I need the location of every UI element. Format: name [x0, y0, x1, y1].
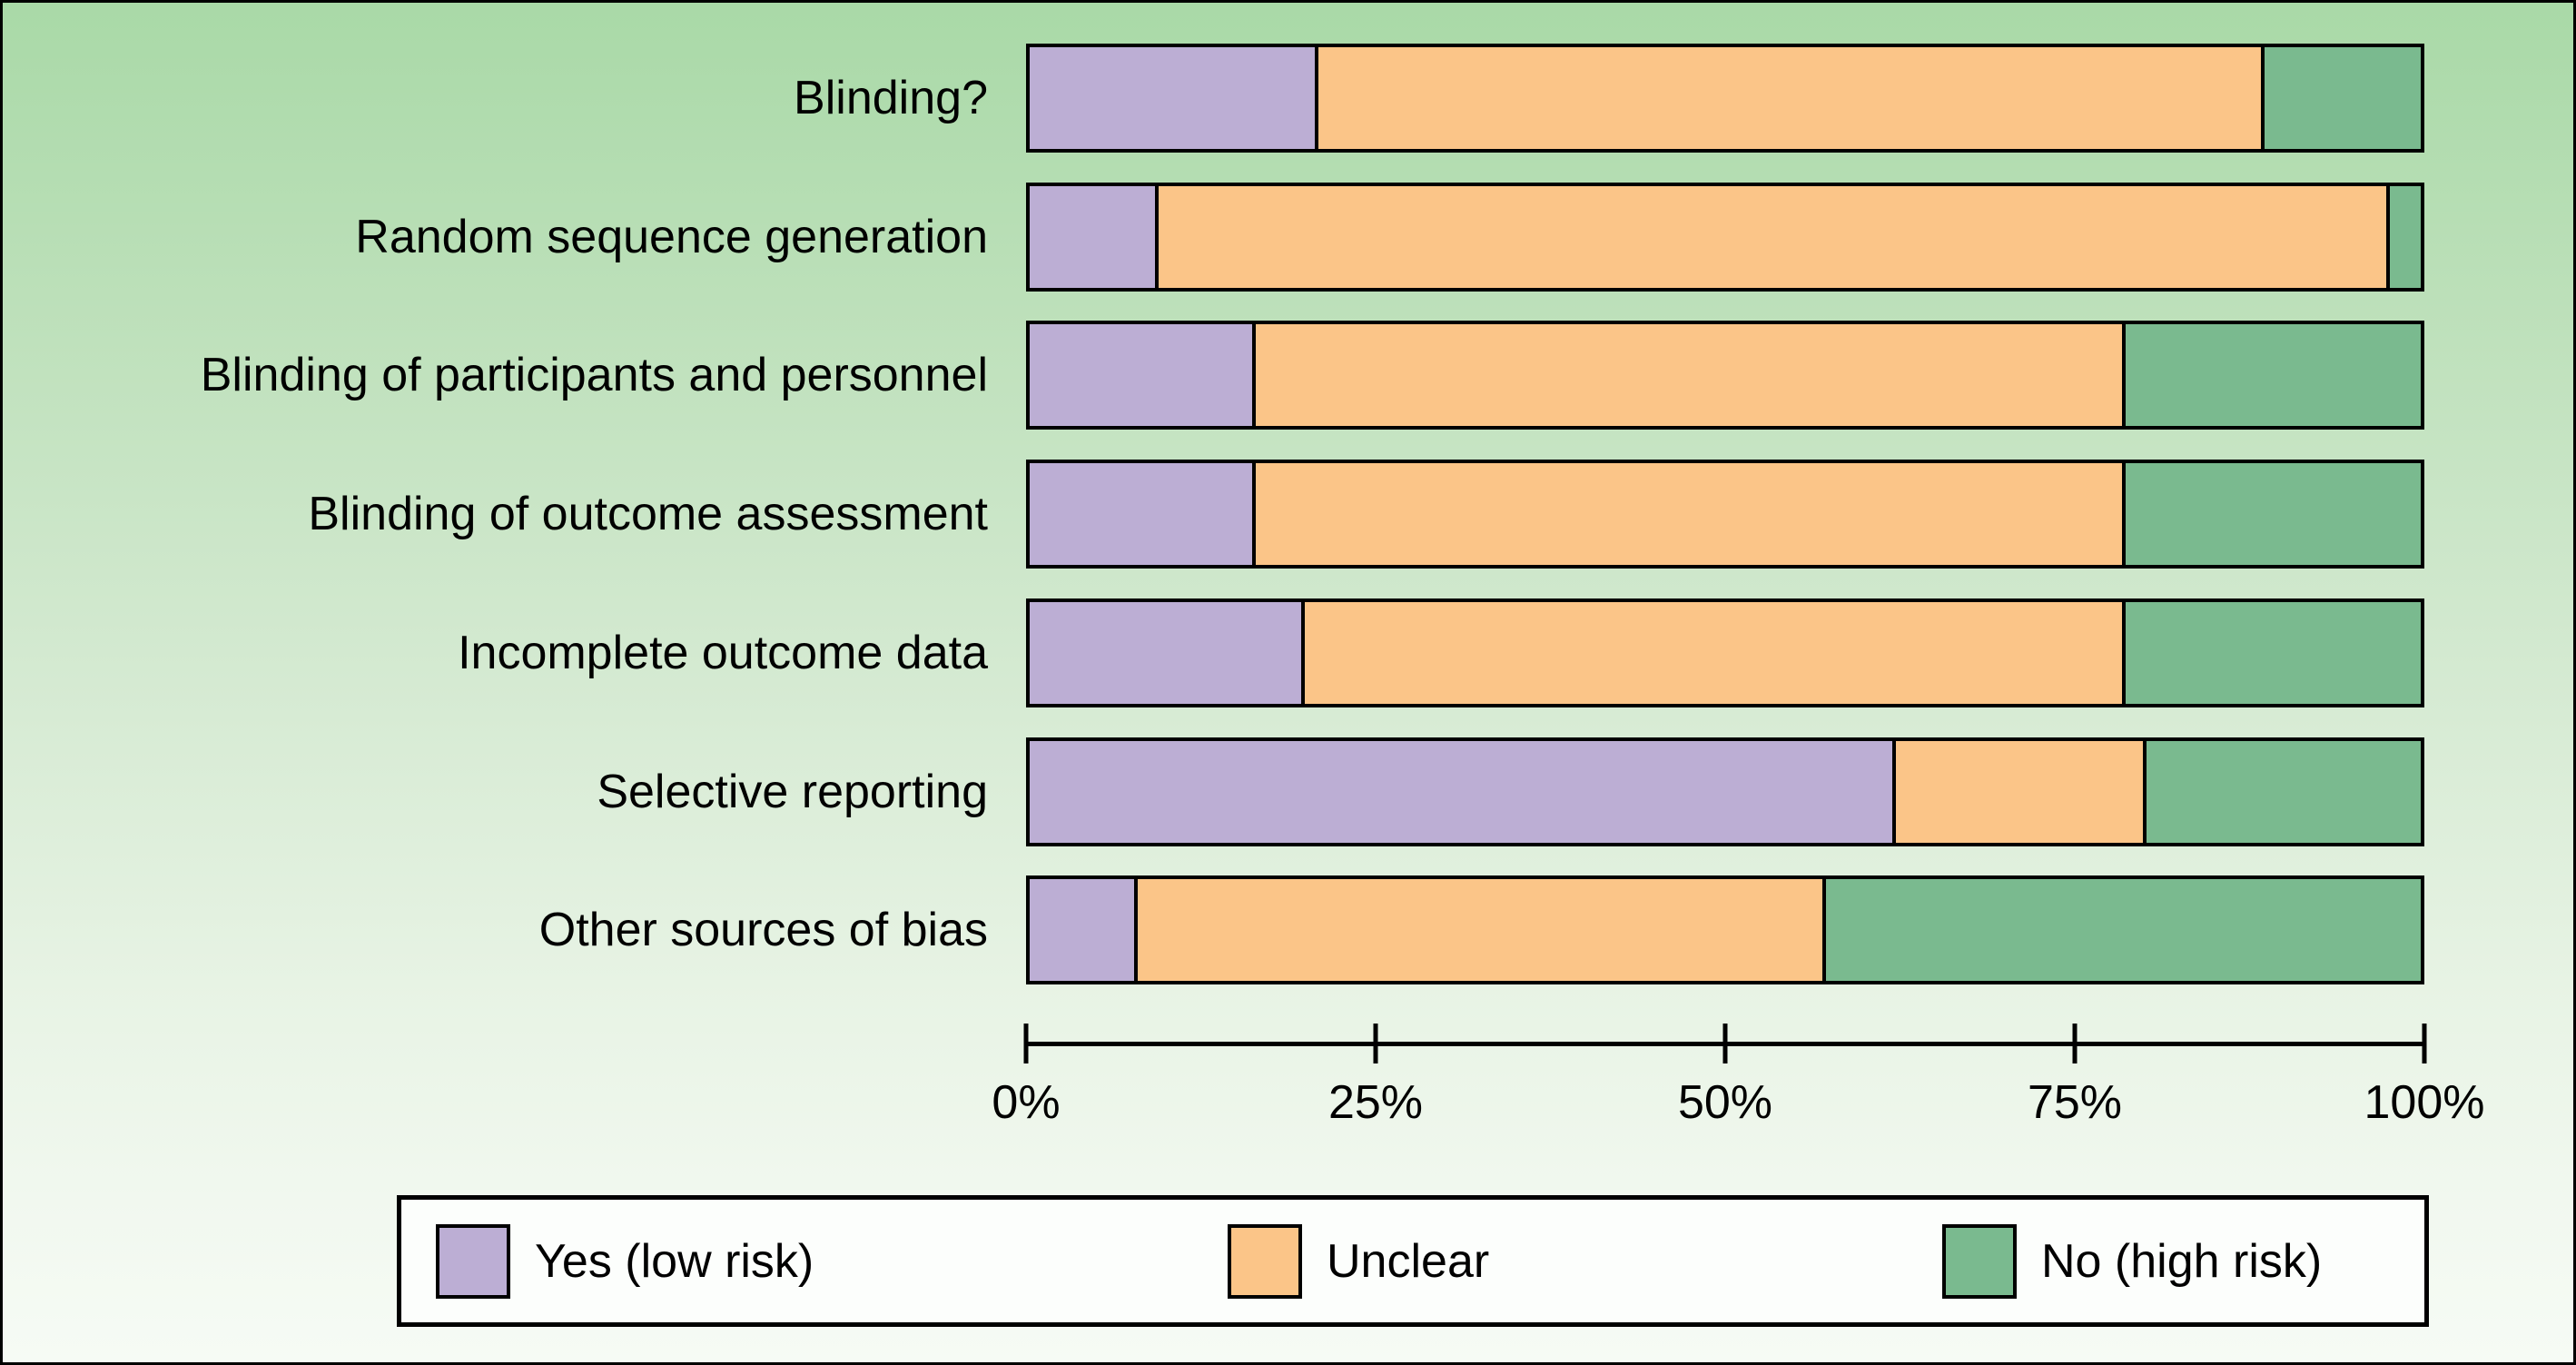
category-label: Blinding? [794, 72, 988, 124]
stacked-bar [1026, 875, 2424, 985]
category-label: Blinding of participants and personnel [200, 349, 988, 402]
segment-yes-low-risk [1030, 324, 1253, 427]
chart-row: Random sequence generation [3, 182, 2573, 292]
segment-no-high-risk [2121, 324, 2421, 427]
stacked-bar [1026, 321, 2424, 430]
segment-no-high-risk [1822, 879, 2421, 982]
x-axis-tick-label: 0% [992, 1076, 1061, 1129]
category-label: Other sources of bias [538, 904, 988, 957]
segment-unclear [1891, 740, 2143, 843]
segment-yes-low-risk [1030, 185, 1155, 288]
chart-row: Blinding of outcome assessment [3, 460, 2573, 569]
category-label: Random sequence generation [355, 210, 988, 263]
segment-no-high-risk [2260, 47, 2421, 149]
x-axis-tick-mark [1023, 1024, 1029, 1063]
chart-row: Blinding? [3, 44, 2573, 153]
chart-row: Selective reporting [3, 737, 2573, 846]
stacked-bar [1026, 598, 2424, 707]
x-axis-tick-mark [1722, 1024, 1728, 1063]
segment-yes-low-risk [1030, 879, 1134, 982]
category-label: Blinding of outcome assessment [308, 488, 988, 541]
legend-item: Yes (low risk) [436, 1200, 814, 1322]
segment-unclear [1154, 185, 2386, 288]
category-label: Selective reporting [597, 765, 988, 818]
segment-no-high-risk [2121, 463, 2421, 566]
chart-row: Other sources of bias [3, 875, 2573, 985]
segment-unclear [1315, 47, 2261, 149]
legend-label: No (high risk) [2041, 1234, 2323, 1288]
x-axis-tick-label: 100% [2364, 1076, 2485, 1129]
x-axis-tick-label: 75% [2027, 1076, 2123, 1129]
legend-label: Unclear [1327, 1234, 1490, 1288]
category-label: Incomplete outcome data [458, 626, 988, 679]
segment-yes-low-risk [1030, 47, 1316, 149]
stacked-bar [1026, 44, 2424, 153]
stacked-bar [1026, 182, 2424, 292]
segment-yes-low-risk [1030, 601, 1301, 704]
segment-yes-low-risk [1030, 463, 1253, 566]
segment-no-high-risk [2121, 601, 2421, 704]
x-axis-tick-label: 50% [1677, 1076, 1773, 1129]
legend-label: Yes (low risk) [535, 1234, 814, 1288]
x-axis-tick-label: 25% [1327, 1076, 1424, 1129]
segment-unclear [1300, 601, 2122, 704]
legend-swatch-no [1942, 1223, 2017, 1299]
stacked-bar [1026, 460, 2424, 569]
segment-yes-low-risk [1030, 740, 1892, 843]
x-axis-tick-mark [1373, 1024, 1378, 1063]
x-axis-tick-mark [2072, 1024, 2078, 1063]
segment-unclear [1133, 879, 1823, 982]
legend: Yes (low risk) Unclear No (high risk) [397, 1195, 2429, 1327]
legend-swatch-yes [436, 1223, 510, 1299]
segment-no-high-risk [2142, 740, 2421, 843]
stacked-bar [1026, 737, 2424, 846]
legend-item: No (high risk) [1942, 1200, 2322, 1322]
segment-unclear [1252, 324, 2122, 427]
segment-no-high-risk [2385, 185, 2421, 288]
legend-item: Unclear [1228, 1200, 1489, 1322]
chart-row: Blinding of participants and personnel [3, 321, 2573, 430]
legend-swatch-unclear [1228, 1223, 1302, 1299]
x-axis-tick-mark [2422, 1024, 2427, 1063]
chart-row: Incomplete outcome data [3, 598, 2573, 707]
segment-unclear [1252, 463, 2122, 566]
